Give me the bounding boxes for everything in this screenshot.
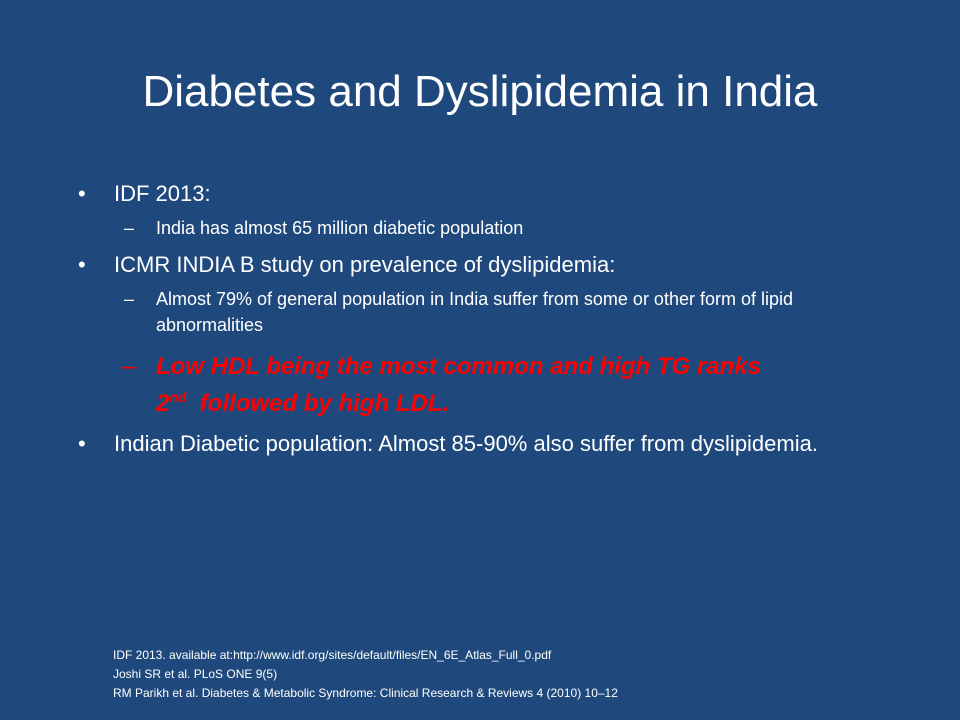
sub-bullet-idf-text: India has almost 65 million diabetic pop… — [156, 218, 524, 238]
slide-title: Diabetes and Dyslipidemia in India — [142, 67, 818, 116]
slide-body: • IDF 2013: – India has almost 65 millio… — [78, 178, 878, 459]
reference-idf: IDF 2013. available at:http://www.idf.or… — [113, 648, 552, 662]
highlight-line-2: followed by high LDL. — [186, 390, 450, 417]
highlight-line-1: Low HDL being the most common and high T… — [156, 353, 761, 380]
bullet-icon: • — [78, 252, 86, 277]
reference-parikh: RM Parikh et al. Diabetes & Metabolic Sy… — [113, 686, 618, 700]
bullet-icon: • — [78, 431, 86, 456]
reference-joshi: Joshi SR et al. PLoS ONE 9(5) — [113, 667, 278, 681]
dash-icon: – — [122, 353, 136, 380]
dash-icon: – — [124, 218, 135, 238]
bullet-diabetic-population-text: Indian Diabetic population: Almost 85-90… — [114, 431, 818, 456]
bullet-icon: • — [78, 181, 86, 206]
sub-bullet-idf: – India has almost 65 million diabetic p… — [78, 215, 878, 241]
sub-bullet-icmr: – Almost 79% of general population in In… — [78, 286, 878, 338]
bullet-idf: • IDF 2013: — [78, 178, 878, 209]
bullet-icmr-text: ICMR INDIA B study on prevalence of dysl… — [114, 252, 616, 277]
dash-icon: – — [124, 289, 135, 309]
bullet-diabetic-population: • Indian Diabetic population: Almost 85-… — [78, 428, 878, 459]
bullet-icmr: • ICMR INDIA B study on prevalence of dy… — [78, 249, 878, 280]
highlight-rank-number: 2 — [156, 390, 170, 417]
highlight-rank-suffix: nd — [169, 389, 187, 405]
sub-bullet-icmr-text: Almost 79% of general population in Indi… — [156, 289, 793, 335]
highlight-finding: – Low HDL being the most common and high… — [78, 348, 878, 422]
bullet-idf-text: IDF 2013: — [114, 181, 211, 206]
references: IDF 2013. available at:http://www.idf.or… — [113, 646, 873, 703]
